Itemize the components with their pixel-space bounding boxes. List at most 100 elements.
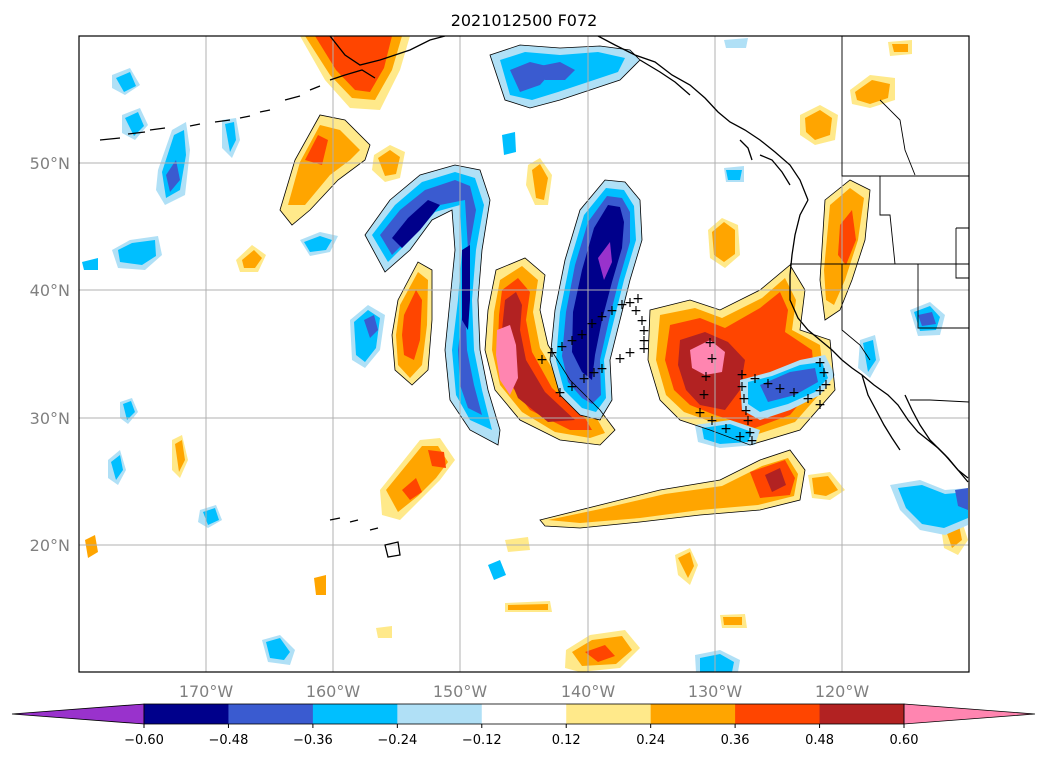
marker-plus: + [738,391,750,407]
marker-plus: + [638,341,650,357]
colorbar: −0.60 −0.48 −0.36 −0.24 −0.12 0.12 0.24 0.36 0.4… [11,703,1036,748]
colorbar-bin [144,704,229,724]
lat-label: 40°N [30,281,70,300]
marker-plus: + [636,313,648,329]
colorbar-bin [819,704,905,724]
colorbar-extend-min [11,703,145,725]
marker-plus: + [638,323,650,339]
marker-plus: + [746,433,758,449]
marker-plus: + [749,371,761,387]
marker-plus: + [630,303,642,319]
colorbar-tick-label: 0.12 [552,733,581,748]
colorbar-bin [481,704,567,724]
anomaly-feature-central-core [550,180,642,420]
marker-plus: + [744,425,756,441]
colorbar-bin [735,704,821,724]
gridlines [79,36,969,672]
marker-plus: + [566,379,578,395]
coastlines [99,36,969,558]
marker-plus: + [742,413,754,429]
colorbar-bin [650,704,736,724]
anomaly-feature-coastal-warm [820,180,870,320]
colorbar-bin [228,704,314,724]
anomaly-feature-hawaii-warm [380,438,455,520]
lon-label: 140°W [561,682,616,701]
marker-plus: + [588,365,600,381]
marker-plus: + [706,413,718,429]
marker-plus: + [576,327,588,343]
colorbar-tick-label: 0.36 [721,733,750,748]
colorbar-tick-label: −0.48 [209,733,249,748]
lon-label: 120°W [815,682,870,701]
marker-plus: + [616,297,628,313]
colorbar-tick-label: −0.24 [377,733,417,748]
colorbar-bin [566,704,652,724]
lon-label: 160°W [306,682,361,701]
map-area: +++++++++++++++++++ + ++++++++ + + +++++++++ +… [79,36,969,672]
lon-label: 170°W [179,682,234,701]
marker-plus: + [698,387,710,403]
marker-plus: + [736,367,748,383]
marker-plus: + [586,316,598,332]
map-frame [78,35,970,673]
marker-plus: + [606,303,618,319]
anomaly-feature-alaska [300,36,410,110]
colorbar-bin [312,704,398,724]
latitude-labels: 20°N 30°N 40°N 50°N [30,154,70,555]
lat-label: 20°N [30,536,70,555]
marker-layer: +++++++++++++++++++ + ++++++++ + + +++++++++ +… [536,291,832,449]
anomaly-feature-cool-patches [82,38,968,672]
marker-plus: + [814,383,826,399]
marker-plus: + [820,377,832,393]
contour-lines [279,44,871,529]
anomaly-feature-west-hook [365,165,500,445]
colorbar-bin [397,704,483,724]
colorbar-tick-label: −0.36 [293,733,333,748]
marker-plus: + [554,385,566,401]
longitude-labels: 170°W 160°W 150°W 140°W 130°W 120°W [179,682,870,701]
anomaly-feature-subtropical-streak [540,450,805,528]
marker-plus: + [556,339,568,355]
marker-plus: + [788,385,800,401]
anomaly-feature-ne-warm [85,40,968,638]
marker-plus: + [638,333,650,349]
anomaly-feature-gulf-alaska-cool [490,45,640,108]
marker-plus: + [624,345,636,361]
colorbar-tick-label: −0.60 [124,733,164,748]
colorbar-tick-label: −0.12 [462,733,502,748]
marker-plus: + [720,421,732,437]
marker-plus: + [700,369,712,385]
marker-plus: + [814,355,826,371]
colorbar-extend-max [903,703,1036,725]
marker-plus: + [762,376,774,392]
lat-label: 30°N [30,409,70,428]
anomaly-feature-south-warm [565,630,640,672]
marker-plus: + [818,365,830,381]
marker-plus: + [614,351,626,367]
marker-plus: + [814,397,826,413]
lat-label: 50°N [30,154,70,173]
marker-plus: + [736,379,748,395]
marker-plus: + [704,335,716,351]
marker-plus: + [596,309,608,325]
marker-plus: + [706,351,718,367]
marker-plus: + [596,361,608,377]
marker-plus: + [740,403,752,419]
colorbar-tick-label: 0.24 [636,733,665,748]
colorbar-frame [143,703,905,725]
marker-plus: + [546,345,558,361]
marker-plus: + [566,333,578,349]
colorbar-tick-label: 0.60 [890,733,919,748]
anomaly-feature-north-warm [280,115,370,225]
marker-plus: + [802,391,814,407]
map-title: 2021012500 F072 [451,11,598,30]
marker-plus: + [632,291,644,307]
marker-plus: + [578,371,590,387]
marker-plus: + [624,295,636,311]
marker-plus: + [734,429,746,445]
lon-label: 130°W [688,682,743,701]
lon-label: 150°W [433,682,488,701]
marker-plus: + [694,405,706,421]
marker-plus: + [774,381,786,397]
